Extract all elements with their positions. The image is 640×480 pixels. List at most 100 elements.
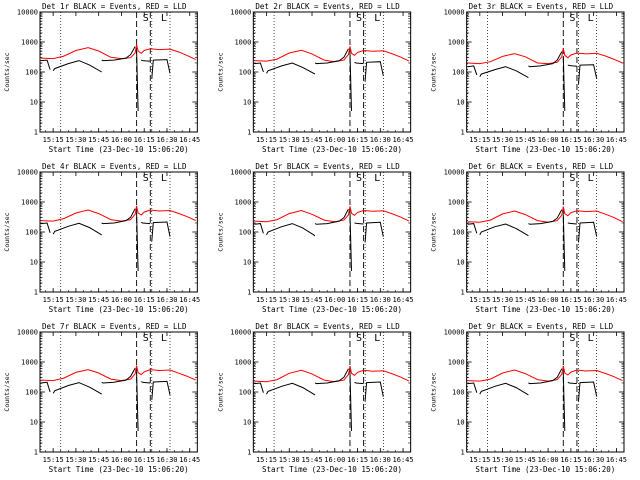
y-tick-label: 10 [243,419,251,427]
events-series-line [266,223,316,237]
plot-frame [39,171,198,293]
plot-frame [252,11,412,133]
events-series-line [467,65,478,76]
x-tick-label: 15:15 [469,296,490,304]
detector-panel-4: Det 4r BLACK = Events, RED = LLD 1 10 100 10… [3,162,200,314]
events-series-line [354,381,364,385]
x-tick-label: 16:45 [606,296,627,304]
events-series-line [266,382,316,396]
y-axis-label: Counts/sec [430,52,438,91]
marker-L: L [161,13,167,24]
y-tick-label: 1000 [234,359,251,367]
panel-title: Det 7r BLACK = Events, RED = LLD [42,322,187,331]
x-tick-label: 15:15 [256,296,277,304]
panel-title: Det 2r BLACK = Events, RED = LLD [255,2,400,11]
y-tick-label: 1 [34,289,38,297]
x-tick-label: 15:45 [301,136,322,144]
detector-panel-8: Det 8r BLACK = Events, RED = LLD 1 10 100 10… [216,322,413,474]
events-series-line [467,223,478,234]
events-series-line [254,382,264,393]
x-tick-label: 16:00 [111,296,132,304]
y-axis-label: Counts/sec [3,372,11,411]
x-tick-label: 15:15 [256,136,277,144]
lld-series-line [467,365,623,382]
panel-title: Det 8r BLACK = Events, RED = LLD [255,322,400,331]
plot-frame [466,331,625,453]
y-tick-label: 1 [460,129,464,137]
y-tick-label: 100 [452,69,465,77]
events-series-line [479,382,529,396]
lld-series-line [467,48,623,65]
marker-S: S [356,333,362,344]
marker-L: L [588,333,594,344]
y-tick-label: 1000 [21,359,38,367]
x-axis-label: Start Time (23-Dec-10 15:06:20) [475,305,615,314]
events-series-line [578,64,598,84]
events-series-line [562,214,566,272]
events-series-line [354,61,364,65]
x-tick-label: 15:30 [65,296,86,304]
y-tick-label: 10000 [230,169,251,177]
x-tick-label: 16:15 [347,296,368,304]
events-series-line [364,61,384,82]
x-tick-label: 15:30 [492,456,513,464]
events-series-line [314,208,349,225]
panel-title: Det 5r BLACK = Events, RED = LLD [255,162,400,171]
lld-series-line [40,205,197,222]
detector-panel-9: Det 9r BLACK = Events, RED = LLD 1 10 100 10… [430,322,627,474]
events-series-line [479,223,529,237]
y-axis-label: Counts/sec [216,52,224,91]
marker-L: L [588,173,594,184]
marker-S: S [569,173,575,184]
y-axis-label: Counts/sec [216,212,224,251]
marker-S: S [569,13,575,24]
x-tick-label: 16:30 [370,296,391,304]
detector-panel-5: Det 5r BLACK = Events, RED = LLD 1 10 100 10… [216,162,413,314]
detector-panel-3: Det 3r BLACK = Events, RED = LLD 1 10 100 10… [430,2,627,154]
panel-title: Det 9r BLACK = Events, RED = LLD [469,322,614,331]
events-series-line [101,367,136,384]
x-axis-label: Start Time (23-Dec-10 15:06:20) [475,145,615,154]
events-series-line [567,381,577,385]
events-series-line [349,53,352,112]
y-axis-label: Counts/sec [430,372,438,411]
x-tick-label: 15:45 [515,296,536,304]
x-tick-label: 16:30 [583,456,604,464]
y-tick-label: 10000 [17,329,38,337]
events-series-line [136,50,139,112]
y-tick-label: 1 [34,449,38,457]
marker-L: L [374,333,380,344]
x-tick-label: 15:45 [88,296,109,304]
lld-series-line [254,365,410,383]
x-tick-label: 16:00 [324,456,345,464]
y-tick-label: 10000 [17,9,38,17]
x-tick-label: 16:15 [560,296,581,304]
x-tick-label: 15:15 [469,456,490,464]
x-tick-label: 15:45 [88,136,109,144]
x-tick-label: 15:45 [515,456,536,464]
plot-frame [39,11,198,133]
detector-panel-2: Det 2r BLACK = Events, RED = LLD 1 10 100 10… [216,2,413,154]
x-tick-label: 16:45 [393,296,414,304]
events-series-line [136,213,139,272]
x-tick-label: 16:30 [156,136,177,144]
y-tick-label: 1 [247,289,251,297]
x-tick-label: 16:00 [538,296,559,304]
y-tick-label: 100 [25,229,38,237]
events-series-line [528,368,563,385]
events-series-line [364,381,384,402]
x-tick-label: 15:30 [279,456,300,464]
panel-title: Det 3r BLACK = Events, RED = LLD [469,2,614,11]
x-tick-label: 16:45 [393,136,414,144]
panel-title: Det 4r BLACK = Events, RED = LLD [42,162,187,171]
events-series-line [314,368,349,385]
y-tick-label: 1000 [234,199,251,207]
y-tick-label: 1000 [21,199,38,207]
y-tick-label: 10 [456,99,464,107]
events-series-line [578,381,598,402]
y-tick-label: 1 [34,129,38,137]
events-series-line [354,222,364,225]
x-tick-label: 16:45 [179,136,200,144]
x-tick-label: 16:30 [370,456,391,464]
events-series-line [349,373,352,432]
